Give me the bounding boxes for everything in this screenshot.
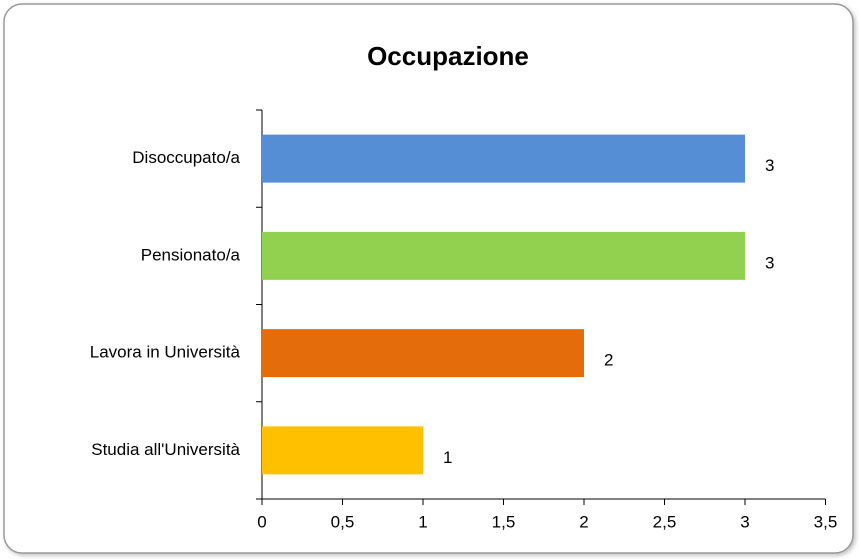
data-label: 3 <box>765 253 774 272</box>
x-tick-label: 2,5 <box>653 512 677 531</box>
bar <box>262 329 584 378</box>
data-label: 3 <box>765 156 774 175</box>
x-tick-label: 3,5 <box>814 512 838 531</box>
data-label: 1 <box>443 448 452 467</box>
y-tick-label: Lavora in Università <box>90 343 241 362</box>
bar <box>262 426 423 475</box>
y-tick-label: Pensionato/a <box>141 245 241 264</box>
x-tick-label: 3 <box>740 512 749 531</box>
x-tick-label: 2 <box>579 512 588 531</box>
data-label: 2 <box>604 351 613 370</box>
y-tick-label: Studia all'Università <box>91 440 240 459</box>
x-tick-label: 1,5 <box>492 512 516 531</box>
chart-title: Occupazione <box>367 41 529 71</box>
bar <box>262 134 745 183</box>
bar <box>262 231 745 280</box>
y-tick-label: Disoccupato/a <box>132 148 240 167</box>
x-tick-label: 0 <box>257 512 266 531</box>
x-tick-label: 1 <box>418 512 427 531</box>
x-tick-label: 0,5 <box>331 512 355 531</box>
